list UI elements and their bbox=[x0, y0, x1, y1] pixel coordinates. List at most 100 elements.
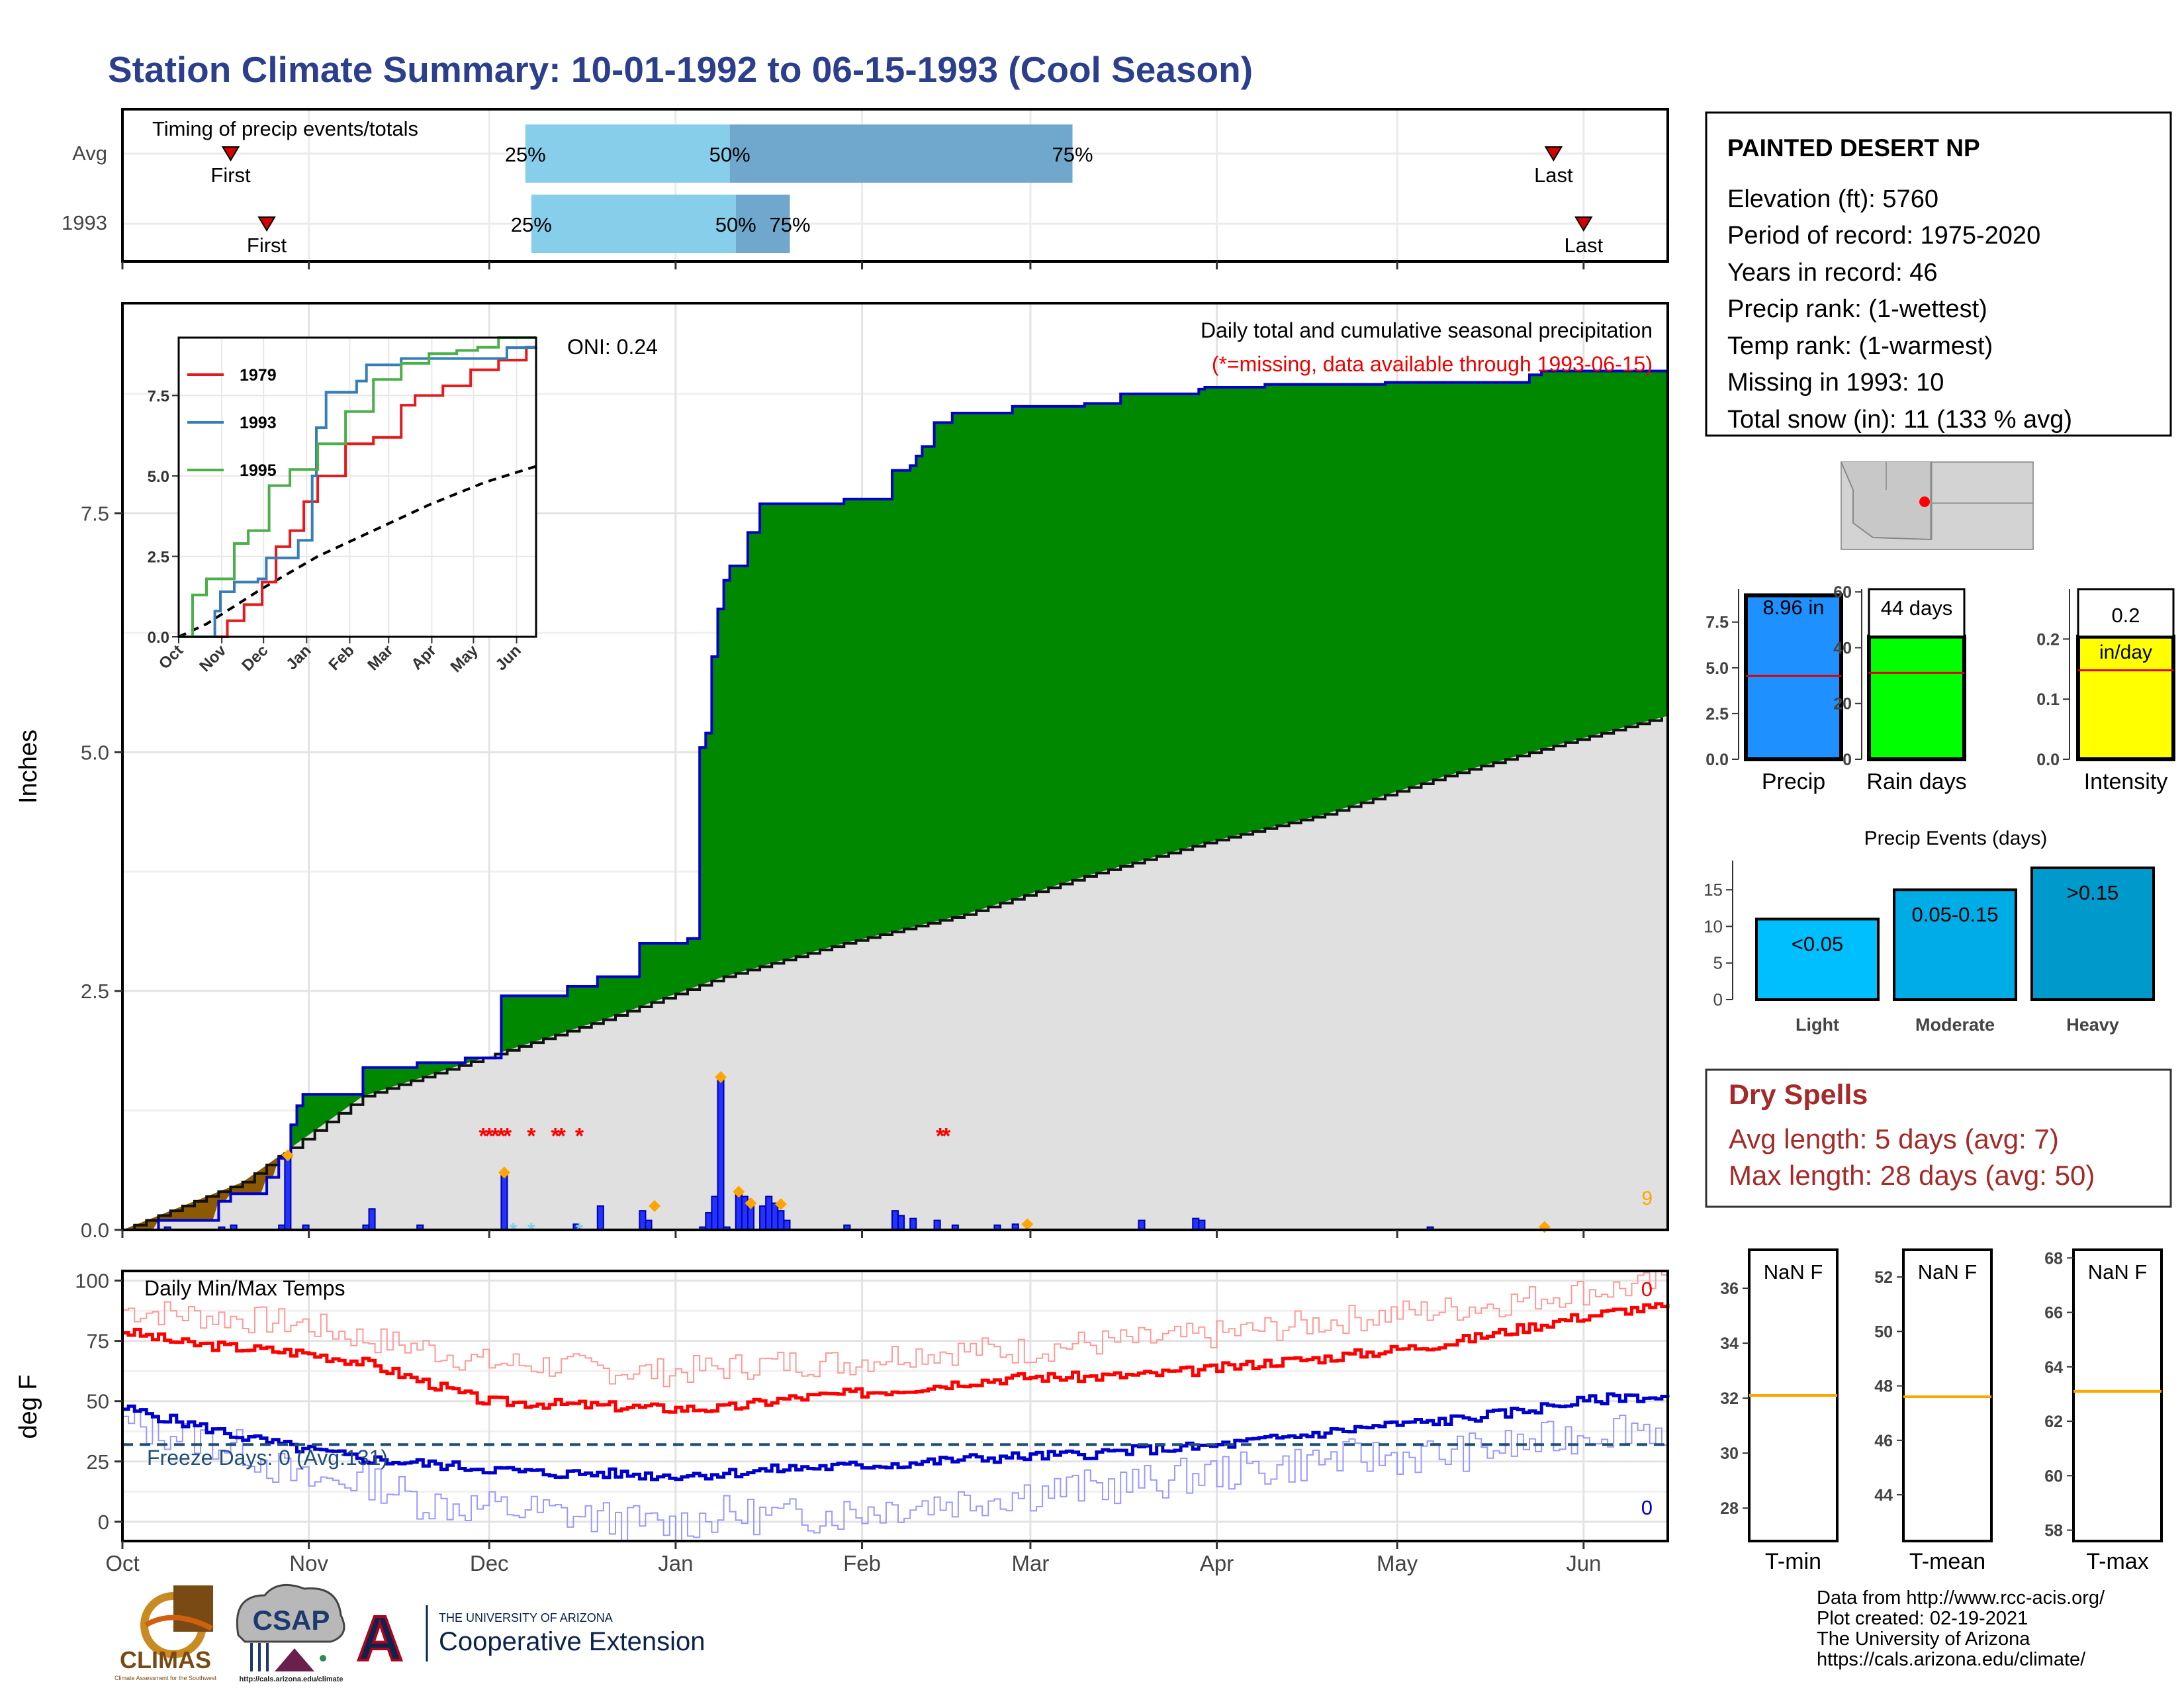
inset-y-tick-label: 7.5 bbox=[148, 387, 169, 405]
missing-day-mark: * bbox=[527, 1124, 536, 1149]
climas-logo: CLIMAS Climate Assessment for the Southw… bbox=[114, 1585, 217, 1681]
temp-box-category-label: T-min bbox=[1765, 1549, 1821, 1574]
missing-day-mark: * bbox=[575, 1124, 584, 1149]
average-cumulative-area bbox=[122, 716, 1668, 1230]
events-category-label: Light bbox=[1796, 1015, 1839, 1035]
daily-min-temp-line bbox=[122, 1411, 1668, 1542]
daily-precip-bar bbox=[596, 1205, 604, 1231]
station-info-box: PAINTED DESERT NP Elevation (ft): 5760 P… bbox=[1705, 111, 2172, 437]
events-y-tick-label: 5 bbox=[1713, 953, 1723, 973]
month-tick-label: Dec bbox=[470, 1551, 509, 1575]
precip-panel: ***** * ** * *** * * Daily total and cumulativ… bbox=[15, 302, 1669, 1242]
month-tick-label: May bbox=[1377, 1551, 1418, 1575]
rank-marker bbox=[774, 1198, 787, 1211]
missing-day-mark: * bbox=[942, 1124, 951, 1149]
timing-p50-label: 50% bbox=[715, 213, 756, 236]
temp-y-tick-label: 0 bbox=[98, 1511, 109, 1534]
temp-box-y-tick-label: 58 bbox=[2044, 1522, 2063, 1540]
seasonal-bar-precip-total bbox=[1744, 593, 1843, 761]
dry-spells-max: Max length: 28 days (avg: 50) bbox=[1729, 1160, 2095, 1191]
daily-precip-bar bbox=[771, 1202, 779, 1231]
avg-max-temp-line bbox=[122, 1302, 1670, 1414]
temp-box-t-mean bbox=[1902, 1248, 1993, 1542]
missing-day-mark: * bbox=[503, 1124, 512, 1149]
inset-x-tick-label: Dec bbox=[238, 641, 271, 675]
seasonal-bar-value-label: 8.96 in bbox=[1762, 596, 1824, 619]
missing-count-label: 9 bbox=[1641, 1188, 1653, 1209]
timing-p75-label: 75% bbox=[1052, 143, 1093, 166]
average-cumulative-line bbox=[122, 717, 1663, 1231]
seasonal-bar-label-box bbox=[2077, 588, 2175, 638]
temp-box-y-tick-label: 66 bbox=[2044, 1304, 2063, 1323]
precip-events-title: Precip Events (days) bbox=[1864, 827, 2048, 849]
missing-day-mark: * bbox=[491, 1124, 500, 1149]
temp-box-y-tick-label: 28 bbox=[1720, 1499, 1739, 1518]
climas-logo-subtext: Climate Assessment for the Southwest bbox=[114, 1675, 217, 1681]
daily-precip-bar bbox=[705, 1212, 713, 1231]
temp-box-y-tick-label: 48 bbox=[1874, 1378, 1893, 1396]
temp-box-t-max bbox=[2072, 1248, 2163, 1542]
precip-events-chart: Precip Events (days) 0 5 10 15 <0.05 Light 0.0… bbox=[1704, 827, 2155, 1035]
temp-box-y-tick-label: 36 bbox=[1720, 1280, 1739, 1298]
seasonal-bar-y-tick-label: 0.1 bbox=[2036, 690, 2060, 709]
temp-box-y-tick-label: 64 bbox=[2044, 1358, 2063, 1377]
daily-precip-bar bbox=[759, 1205, 767, 1231]
inset-y-tick-label: 5.0 bbox=[148, 468, 169, 486]
seasonal-bar-y-tick-label: 2.5 bbox=[1706, 705, 1729, 724]
cumulative-precip-line bbox=[122, 369, 1669, 1231]
timing-last-marker bbox=[1574, 216, 1593, 232]
month-tick-label: Mar bbox=[1012, 1551, 1050, 1575]
footer-data-source: Data from http://www.rcc-acis.org/ bbox=[1817, 1587, 2105, 1609]
timing-panel: Timing of precip events/totals Avg 1993 … bbox=[62, 108, 1669, 269]
events-bar-label: 0.05-0.15 bbox=[1912, 903, 1999, 926]
temperature-panel: Daily Min/Max Temps Freeze Days: 0 (Avg:… bbox=[15, 1270, 1670, 1575]
inset-series-line-1995 bbox=[179, 336, 536, 638]
seasonal-bar-y-tick-label: 0.0 bbox=[2036, 751, 2060, 769]
timing-bar-50-75 bbox=[729, 124, 1073, 183]
station-elevation: Elevation (ft): 5760 bbox=[1727, 185, 1938, 213]
precip-panel-subtitle: (*=missing, data available through 1993-… bbox=[1212, 352, 1653, 376]
events-bar-label: >0.15 bbox=[2067, 881, 2118, 904]
temp-y-tick-label: 100 bbox=[75, 1270, 109, 1293]
timing-row-label-year: 1993 bbox=[62, 211, 107, 234]
daily-precip-bar bbox=[933, 1219, 941, 1231]
month-tick-label: Jun bbox=[1566, 1551, 1601, 1575]
missing-day-mark: * bbox=[557, 1124, 567, 1149]
oni-label: ONI: 0.24 bbox=[567, 335, 658, 359]
events-y-tick-label: 0 bbox=[1713, 990, 1723, 1009]
rank-marker bbox=[715, 1071, 727, 1084]
timing-row-label-avg: Avg bbox=[72, 142, 107, 165]
footer-credits: Data from http://www.rcc-acis.org/ Plot … bbox=[1817, 1587, 2105, 1670]
month-tick-label: Apr bbox=[1200, 1551, 1234, 1575]
temp-box-value-label: NaN F bbox=[1918, 1260, 1978, 1284]
temp-y-axis-label: deg F bbox=[15, 1374, 42, 1438]
precip-panel-title: Daily total and cumulative seasonal prec… bbox=[1201, 318, 1653, 342]
freeze-days-label: Freeze Days: 0 (Avg:131) bbox=[147, 1446, 388, 1470]
timing-p75-label: 75% bbox=[769, 213, 810, 236]
station-temp-rank: Temp rank: (1-warmest) bbox=[1727, 332, 1993, 360]
seasonal-bar-y-tick-label: 5.0 bbox=[1706, 659, 1729, 678]
daily-precip-bar bbox=[891, 1210, 899, 1231]
temp-y-tick-label: 75 bbox=[87, 1330, 109, 1353]
climas-logo-text: CLIMAS bbox=[120, 1646, 211, 1673]
precip-y-tick-label: 7.5 bbox=[81, 502, 109, 526]
ua-logo-letter: A bbox=[357, 1603, 402, 1674]
timing-bar-50-75 bbox=[735, 195, 790, 253]
daily-precip-bar bbox=[1138, 1219, 1146, 1231]
events-bar-light bbox=[1755, 917, 1880, 1001]
precip-y-axis-label: Inches bbox=[15, 729, 42, 804]
seasonal-bar-y-tick-label: 0.2 bbox=[2036, 630, 2060, 649]
footer-url: https://cals.arizona.edu/climate/ bbox=[1817, 1649, 2086, 1670]
seasonal-bar-unit-label: in/day bbox=[2099, 641, 2152, 663]
max-count-label: 0 bbox=[1641, 1278, 1653, 1301]
timing-first-label: First bbox=[210, 164, 251, 187]
csap-logo-url: http://cals.arizona.edu/climate bbox=[239, 1675, 343, 1683]
seasonal-bar-y-tick-label: 20 bbox=[1833, 695, 1852, 714]
ua-logo-line2: Cooperative Extension bbox=[439, 1627, 705, 1656]
timing-panel-label: Timing of precip events/totals bbox=[152, 117, 418, 140]
inset-x-tick-label: Apr bbox=[408, 641, 439, 673]
inset-y-tick-label: 0.0 bbox=[148, 629, 169, 647]
timing-last-label: Last bbox=[1564, 234, 1603, 257]
seasonal-bar-value-label: 0.2 bbox=[2111, 604, 2140, 627]
temp-box-y-tick-label: 60 bbox=[2044, 1467, 2063, 1485]
